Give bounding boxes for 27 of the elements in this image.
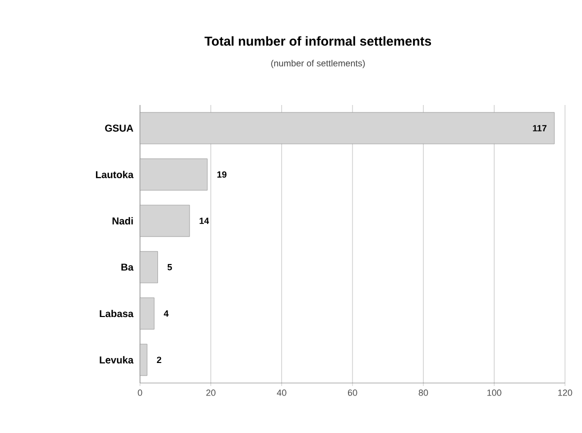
data-label: 5 (168, 264, 172, 270)
bar (140, 298, 154, 330)
bar (140, 344, 148, 376)
bar (140, 251, 158, 284)
chart-title: Total number of informal settlements (204, 36, 432, 46)
bar (140, 204, 190, 237)
x-tick-label: 20 (206, 390, 216, 396)
y-tick-label: Lautoka (96, 170, 134, 178)
data-label: 117 (532, 125, 546, 132)
y-tick-label: Labasa (100, 310, 134, 318)
x-tick-label: 0 (138, 390, 142, 396)
x-tick-label: 80 (418, 390, 428, 396)
bar (140, 158, 208, 190)
y-tick-label: Ba (121, 264, 134, 271)
x-tick-label: 100 (487, 390, 502, 396)
data-label: 2 (156, 356, 162, 363)
x-tick-label: 60 (348, 390, 358, 396)
x-tick-label: 40 (276, 390, 286, 396)
y-tick-label: GSUA (105, 124, 134, 132)
data-label: 19 (217, 171, 226, 178)
y-tick-label: Levuka (100, 356, 134, 364)
data-label: 14 (200, 218, 210, 224)
y-tick-label: Nadi (112, 217, 133, 224)
x-tick-label: 120 (558, 390, 572, 396)
bar (140, 112, 555, 144)
chart-subtitle: (number of settlements) (271, 60, 365, 68)
data-label: 4 (164, 310, 169, 317)
